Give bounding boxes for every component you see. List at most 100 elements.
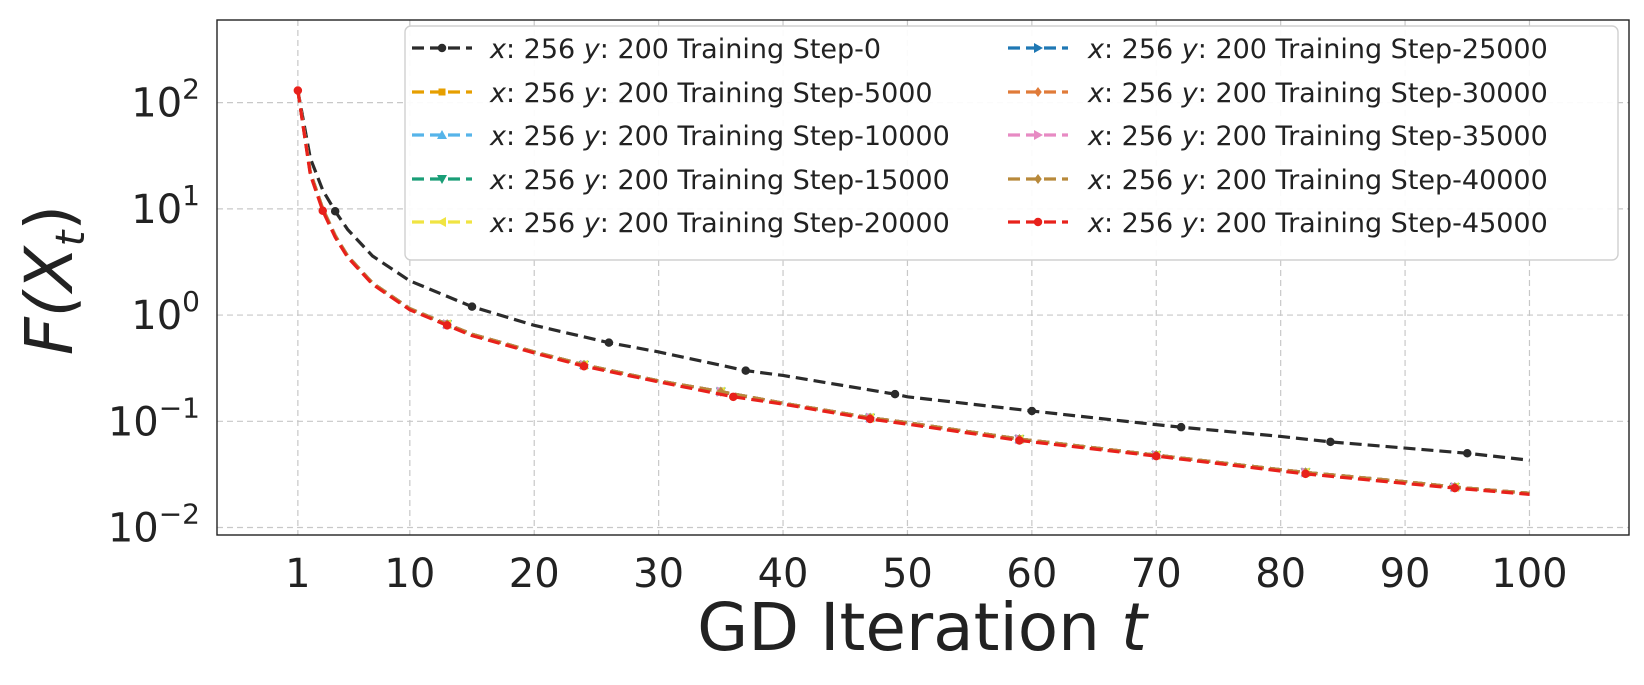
legend-x-var: x (489, 121, 507, 152)
legend-item-15000: x: 256 y: 200 Training Step-15000 (412, 165, 950, 196)
legend-item-20000: x: 256 y: 200 Training Step-20000 (412, 208, 950, 239)
legend-swatch-marker-35000 (1034, 130, 1043, 140)
y-tick-base-2: 10 (131, 293, 182, 339)
x-tick-label-0: 1 (285, 551, 310, 597)
x-tick-label-6: 60 (1006, 551, 1057, 597)
legend-x-val: : 256 (1104, 34, 1182, 65)
legend-item-25000: x: 256 y: 200 Training Step-25000 (1008, 34, 1548, 65)
legend-x-var: x (1087, 208, 1105, 239)
legend-y-val: : 200 Training Step-45000 (1198, 208, 1548, 239)
y-axis-title-close: ) (11, 205, 88, 231)
legend-y-var: y (583, 34, 601, 65)
legend-y-val: : 200 Training Step-10000 (600, 121, 950, 152)
series-0-marker-2 (604, 338, 614, 347)
legend-y-var: y (1181, 121, 1199, 152)
legend-x-var: x (489, 208, 507, 239)
legend-x-var: x (1087, 78, 1105, 109)
legend-label-45000: x: 256 y: 200 Training Step-45000 (1087, 208, 1548, 239)
legend-y-var: y (1181, 165, 1199, 196)
series-layer (293, 86, 1530, 496)
legend-x-var: x (1087, 121, 1105, 152)
series-45000-marker-2 (442, 321, 452, 330)
y-tick-base-1: 10 (108, 399, 159, 445)
legend-swatch-marker-20000 (437, 217, 446, 227)
legend-x-var: x (489, 165, 507, 196)
series-0-marker-5 (1027, 406, 1037, 416)
series-45000 (293, 86, 1530, 496)
series-0-marker-3 (741, 366, 750, 375)
legend-label-30000: x: 256 y: 200 Training Step-30000 (1087, 78, 1548, 109)
series-0-marker-7 (1326, 437, 1335, 447)
legend-items: x: 256 y: 200 Training Step-0x: 256 y: 2… (412, 34, 1548, 239)
series-0-marker-8 (1463, 449, 1472, 458)
series-45000-marker-5 (865, 414, 875, 424)
series-0 (296, 90, 1530, 462)
legend-x-val: : 256 (506, 165, 584, 196)
y-tick-exp-1: −1 (159, 391, 200, 424)
legend-x-var: x (489, 78, 507, 109)
y-tick-exp-4: 2 (182, 73, 200, 106)
series-45000-marker-7 (1152, 451, 1161, 461)
y-tick-base-4: 10 (131, 81, 182, 127)
legend-y-val: : 200 Training Step-15000 (600, 165, 950, 196)
x-axis-title: GD Iteration t (697, 589, 1149, 666)
legend-label-40000: x: 256 y: 200 Training Step-40000 (1087, 165, 1548, 196)
legend-y-val: : 200 Training Step-25000 (1198, 34, 1548, 65)
x-tick-label-10: 100 (1491, 551, 1567, 597)
x-tick-label-7: 70 (1131, 551, 1182, 597)
legend-y-val: : 200 Training Step-30000 (1198, 78, 1548, 109)
x-tick-label-4: 40 (758, 551, 809, 597)
x-tick-label-5: 50 (882, 551, 933, 597)
legend-y-val: : 200 Training Step-40000 (1198, 165, 1548, 196)
legend-label-15000: x: 256 y: 200 Training Step-15000 (489, 165, 950, 196)
legend-x-val: : 256 (1104, 121, 1182, 152)
y-axis-title-sub: t (48, 229, 94, 246)
legend-label-10000: x: 256 y: 200 Training Step-10000 (489, 121, 950, 152)
series-line-45000 (296, 90, 1530, 496)
series-45000-marker-0 (293, 86, 303, 95)
legend-label-20000: x: 256 y: 200 Training Step-20000 (489, 208, 950, 239)
series-45000-marker-3 (579, 361, 589, 371)
series-0-marker-6 (1176, 422, 1186, 432)
legend-x-val: : 256 (506, 208, 584, 239)
legend-y-var: y (1181, 208, 1199, 239)
series-45000-marker-4 (729, 392, 738, 402)
y-tick-label-4: 102 (131, 73, 200, 127)
y-tick-exp-2: 0 (182, 285, 200, 318)
y-tick-base-0: 10 (108, 506, 159, 552)
legend-x-var: x (1087, 34, 1105, 65)
legend-x-var: x (1087, 165, 1105, 196)
legend-swatch-marker-25000 (1034, 43, 1043, 53)
legend-label-25000: x: 256 y: 200 Training Step-25000 (1087, 34, 1548, 65)
x-tick-label-3: 30 (633, 551, 684, 597)
legend-x-val: : 256 (1104, 165, 1182, 196)
legend-y-val: : 200 Training Step-20000 (600, 208, 950, 239)
legend-y-var: y (1181, 78, 1199, 109)
x-tick-label-1: 10 (384, 551, 435, 597)
y-tick-base-3: 10 (131, 187, 182, 233)
series-0-marker-4 (890, 389, 900, 399)
legend-swatch-marker-10000 (437, 130, 447, 139)
legend-swatch-marker-15000 (437, 175, 447, 184)
y-axis-title-f: F(X (11, 244, 88, 355)
legend-y-var: y (583, 121, 601, 152)
legend-y-var: y (583, 208, 601, 239)
legend-x-val: : 256 (506, 34, 584, 65)
legend-item-0: x: 256 y: 200 Training Step-0 (412, 34, 881, 65)
legend: x: 256 y: 200 Training Step-0x: 256 y: 2… (404, 25, 1619, 261)
legend-label-0: x: 256 y: 200 Training Step-0 (489, 34, 881, 65)
legend-x-val: : 256 (1104, 208, 1182, 239)
x-tick-label-9: 90 (1380, 551, 1431, 597)
legend-item-10000: x: 256 y: 200 Training Step-10000 (412, 121, 950, 152)
y-tick-exp-0: −2 (159, 498, 200, 531)
series-45000-marker-8 (1301, 469, 1310, 479)
y-tick-label-2: 100 (131, 285, 200, 339)
x-tick-label-2: 20 (509, 551, 560, 597)
legend-y-var: y (1181, 34, 1199, 65)
legend-item-30000: x: 256 y: 200 Training Step-30000 (1008, 78, 1548, 109)
legend-y-var: y (583, 165, 601, 196)
legend-y-var: y (583, 78, 601, 109)
